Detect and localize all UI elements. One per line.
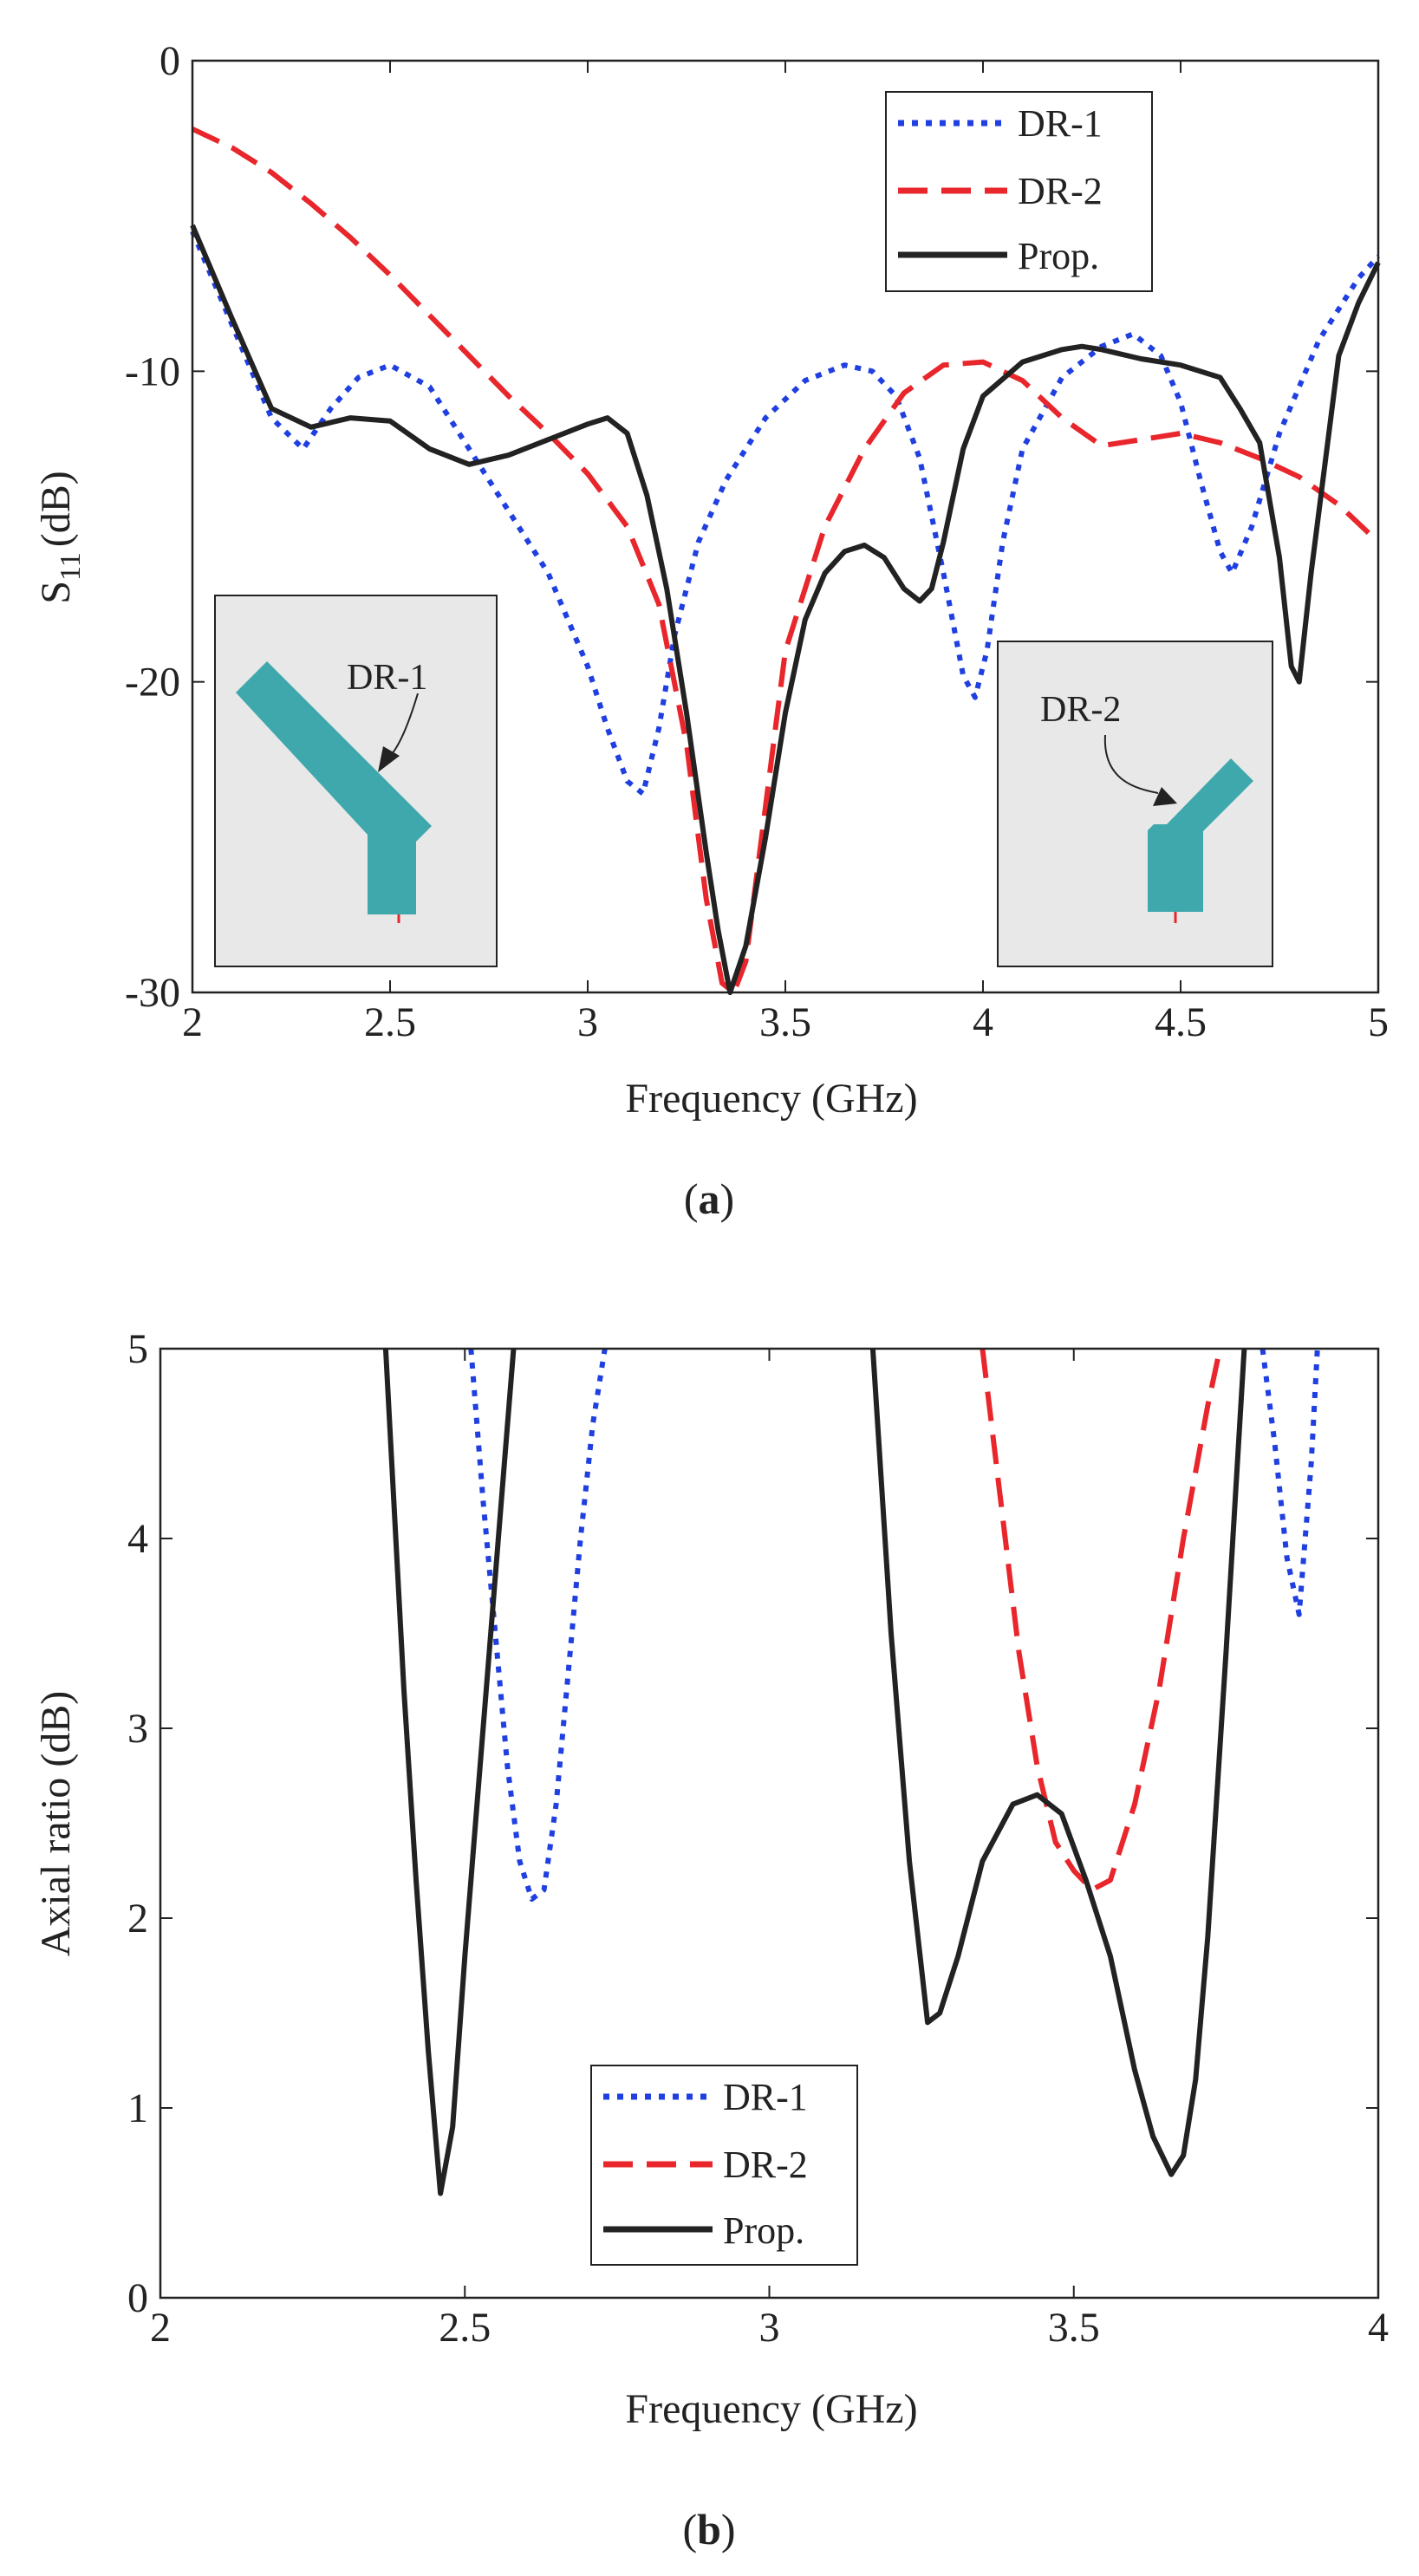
panel-b-axial-ratio-chart: 2 2.5 3 3.5 4 0 1 2 3 4 5 DR-1 DR-2 Prop. Frequenc… — [33, 1326, 1389, 2553]
panel-a-y-label-unit: (dB) — [33, 471, 79, 547]
panel-a-axis-ticks: 2 2.5 3 3.5 4 4.5 5 0 -10 -20 -30 — [125, 38, 1389, 1045]
inset-dr1-label: DR-1 — [347, 658, 427, 698]
panel-a-series-dr1-line — [190, 230, 1381, 797]
panel-b-x-axis-label: Frequency (GHz) — [625, 2386, 917, 2432]
panel-a-y-tick-label: -20 — [125, 660, 180, 706]
panel-a-series-group — [190, 127, 1381, 995]
inset-dr2-box — [997, 641, 1273, 967]
panel-b-y-tick-label: 4 — [127, 1516, 148, 1562]
panel-b-legend-label-prop: Prop. — [723, 2209, 804, 2252]
panel-a-y-label-sub: 11 — [55, 552, 87, 581]
panel-a-legend-label-dr2: DR-2 — [1018, 170, 1103, 212]
panel-b-series-dr1-line-2 — [1260, 1348, 1320, 1617]
panel-a-s11-chart: DR-1 DR-2 2 2.5 3 3.5 4 4.5 5 0 -10 -20 -30 DR-1 D… — [33, 38, 1389, 1223]
panel-b-y-tick-label: 1 — [127, 2085, 148, 2131]
panel-a-y-axis-label: S11 (dB) — [33, 471, 87, 603]
panel-b-caption: (b) — [682, 2505, 735, 2553]
panel-b-legend-label-dr2: DR-2 — [723, 2143, 808, 2186]
inset-dr2-label: DR-2 — [1040, 690, 1121, 730]
inset-dr1-pointer-line — [391, 693, 419, 755]
inset-dr2-pointer-line — [1103, 734, 1159, 794]
panel-a-series-dr2-line — [191, 127, 1381, 995]
inset-dr2-pointer-arrowhead — [1153, 787, 1177, 806]
panel-a-x-tick-label: 4 — [973, 999, 993, 1045]
panel-a-x-tick-label: 4.5 — [1155, 999, 1207, 1045]
inset-dr2: DR-2 — [997, 641, 1273, 967]
panel-b-y-axis-label: Axial ratio (dB) — [33, 1691, 79, 1957]
panel-b-axis-ticks: 2 2.5 3 3.5 4 0 1 2 3 4 5 — [127, 1326, 1389, 2351]
panel-b-legend: DR-1 DR-2 Prop. — [590, 2065, 858, 2266]
panel-a-series-prop-line — [190, 224, 1381, 995]
panel-a-x-tick-label: 3 — [577, 999, 598, 1045]
panel-b-x-tick-label: 2 — [150, 2305, 171, 2351]
inset-dr1: DR-1 — [214, 595, 498, 967]
panel-a-x-tick-label: 2 — [182, 999, 203, 1045]
panel-a-y-tick-label: -30 — [125, 970, 180, 1016]
panel-a-caption: (a) — [684, 1174, 734, 1223]
inset-dr1-pointer-arrowhead — [378, 746, 400, 772]
panel-a-x-axis-label: Frequency (GHz) — [625, 1076, 917, 1122]
inset-dr2-resonator-shape — [1148, 758, 1253, 912]
panel-a-caption-letter: a — [699, 1174, 720, 1223]
panel-b-x-tick-label: 3.5 — [1048, 2305, 1100, 2351]
panel-b-series-dr2-line — [980, 1348, 1223, 1893]
panel-b-y-tick-label: 5 — [127, 1326, 148, 1372]
panel-b-y-tick-label: 2 — [127, 1896, 148, 1942]
panel-b-x-tick-label: 4 — [1368, 2305, 1389, 2351]
panel-a-x-tick-label: 3.5 — [759, 999, 811, 1045]
panel-b-caption-letter: b — [697, 2505, 721, 2553]
panel-b-y-tick-label: 3 — [127, 1706, 148, 1752]
panel-a-x-tick-label: 2.5 — [364, 999, 416, 1045]
panel-b-y-tick-label: 0 — [127, 2275, 148, 2321]
panel-b-series-group — [382, 1348, 1320, 2196]
panel-a-y-label-main: S — [33, 581, 79, 604]
panel-a-y-tick-label: 0 — [159, 38, 180, 84]
panel-a-legend-label-prop: Prop. — [1018, 235, 1099, 277]
panel-b-x-tick-label: 2.5 — [439, 2305, 491, 2351]
panel-b-series-prop-line-2 — [869, 1348, 1247, 2177]
panel-b-series-prop-line-1 — [382, 1348, 517, 2196]
panel-a-legend: DR-1 DR-2 Prop. — [885, 91, 1153, 292]
panel-b-legend-label-dr1: DR-1 — [723, 2076, 808, 2118]
inset-dr1-resonator-shape — [236, 661, 432, 914]
panel-b-x-tick-label: 3 — [759, 2305, 780, 2351]
panel-a-y-tick-label: -10 — [125, 348, 180, 394]
panel-a-x-tick-label: 5 — [1368, 999, 1389, 1045]
panel-a-legend-label-dr1: DR-1 — [1018, 102, 1103, 145]
